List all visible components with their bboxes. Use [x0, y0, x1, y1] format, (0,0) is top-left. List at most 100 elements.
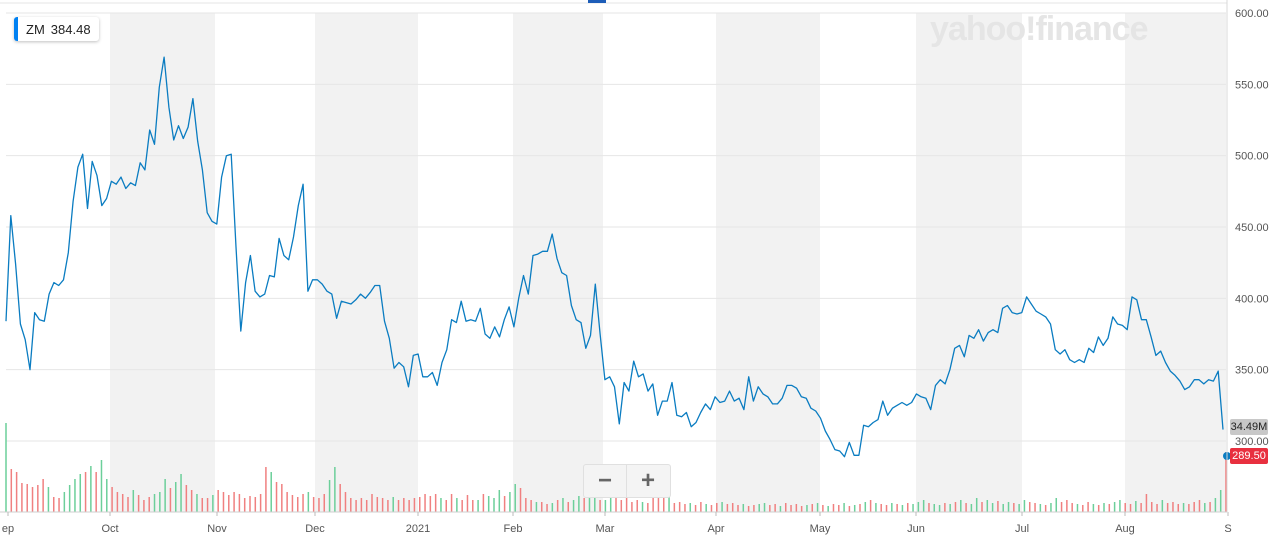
- volume-bar: [1161, 500, 1164, 512]
- volume-bars: [5, 423, 1227, 512]
- volume-bar: [482, 494, 485, 512]
- volume-bar: [132, 490, 135, 512]
- volume-bar: [668, 497, 670, 512]
- volume-bar: [79, 474, 82, 512]
- month-band: [716, 13, 820, 512]
- volume-bar: [885, 505, 888, 512]
- volume-bar: [1039, 504, 1042, 512]
- volume-bar: [1076, 504, 1079, 512]
- volume-bar: [10, 469, 13, 512]
- volume-bar: [583, 498, 585, 512]
- volume-bar: [514, 484, 516, 512]
- y-tick-label: 600.00: [1235, 8, 1269, 20]
- volume-bar: [731, 503, 734, 512]
- volume-bar: [1055, 498, 1058, 512]
- volume-bar: [928, 503, 930, 512]
- volume-bar: [822, 505, 824, 512]
- volume-bar: [631, 502, 633, 512]
- volume-bar: [1225, 452, 1227, 512]
- y-tick-label: 450.00: [1235, 222, 1269, 234]
- volume-bar: [334, 467, 336, 512]
- volume-bar: [1013, 503, 1015, 512]
- volume-bar: [1044, 505, 1047, 512]
- volume-bar: [339, 484, 341, 512]
- volume-bar: [763, 503, 766, 512]
- volume-bar: [291, 495, 294, 512]
- x-tick-label: Feb: [504, 523, 523, 535]
- volume-bar: [647, 503, 649, 512]
- x-tick-label: Dec: [305, 523, 325, 535]
- volume-bar: [153, 494, 156, 512]
- volume-bar: [312, 497, 315, 512]
- volume-bar: [1087, 502, 1089, 512]
- month-band: [315, 13, 418, 512]
- volume-bar: [206, 498, 209, 512]
- volume-bar: [933, 504, 936, 512]
- volume-bar: [1028, 502, 1031, 512]
- volume-bar: [52, 497, 55, 512]
- volume-bar: [578, 496, 580, 512]
- volume-bar: [1119, 500, 1121, 512]
- volume-bar: [233, 492, 235, 512]
- volume-bar: [986, 500, 989, 512]
- volume-bar: [620, 500, 623, 512]
- y-tick-label: 550.00: [1235, 79, 1269, 91]
- volume-bar: [784, 503, 787, 512]
- x-tick-label: Apr: [707, 523, 724, 535]
- volume-bar: [806, 505, 808, 512]
- volume-bar: [143, 500, 145, 512]
- volume-bar: [800, 506, 803, 512]
- volume-bar: [74, 479, 76, 512]
- volume-bar: [307, 492, 310, 512]
- volume-bar: [530, 500, 532, 512]
- volume-bar: [1066, 500, 1068, 512]
- current-price-tag: 289.50: [1230, 448, 1268, 464]
- volume-bar: [657, 484, 660, 512]
- volume-bar: [381, 498, 384, 512]
- volume-bar: [705, 504, 707, 512]
- volume-bar: [1018, 504, 1020, 512]
- volume-bar: [949, 504, 951, 512]
- volume-bar: [938, 505, 941, 512]
- volume-bar: [116, 492, 119, 512]
- volume-bar: [694, 505, 697, 512]
- volume-bar: [1182, 503, 1185, 512]
- volume-bar: [1193, 502, 1195, 512]
- volume-bar: [1103, 503, 1105, 512]
- x-tick-label: May: [810, 523, 831, 535]
- volume-bar: [5, 423, 7, 512]
- volume-bar: [1140, 503, 1142, 512]
- volume-bar: [1177, 504, 1180, 512]
- volume-bar: [1145, 494, 1148, 512]
- volume-bar: [917, 502, 920, 512]
- volume-bar: [535, 502, 538, 512]
- volume-bar: [700, 502, 702, 512]
- volume-bar: [721, 502, 723, 512]
- month-band: [1125, 13, 1226, 512]
- month-band: [916, 13, 1022, 512]
- volume-bar: [975, 498, 978, 512]
- volume-bar: [397, 500, 400, 512]
- volume-bar: [716, 503, 718, 512]
- x-tick-label: Mar: [596, 523, 615, 535]
- volume-bar: [228, 495, 230, 512]
- zoom-out-button[interactable]: −: [597, 467, 612, 494]
- volume-bar: [180, 474, 182, 512]
- ticker-symbol: ZM: [26, 21, 45, 37]
- volume-bar: [811, 504, 814, 512]
- volume-bar: [875, 503, 877, 512]
- volume-bar: [84, 472, 87, 512]
- volume-bar: [1129, 504, 1132, 512]
- ticker-price: 384.48: [50, 21, 91, 37]
- volume-bar: [636, 500, 638, 512]
- x-tick-label: Nov: [207, 523, 227, 535]
- zoom-in-button[interactable]: +: [640, 467, 655, 494]
- volume-bar: [190, 490, 193, 512]
- ticker-badge[interactable]: ZM 384.48: [14, 17, 99, 41]
- x-tick-label: Aug: [1115, 523, 1135, 535]
- volume-bar: [243, 498, 246, 512]
- volume-bar: [1060, 502, 1063, 512]
- volume-bar: [1034, 503, 1036, 512]
